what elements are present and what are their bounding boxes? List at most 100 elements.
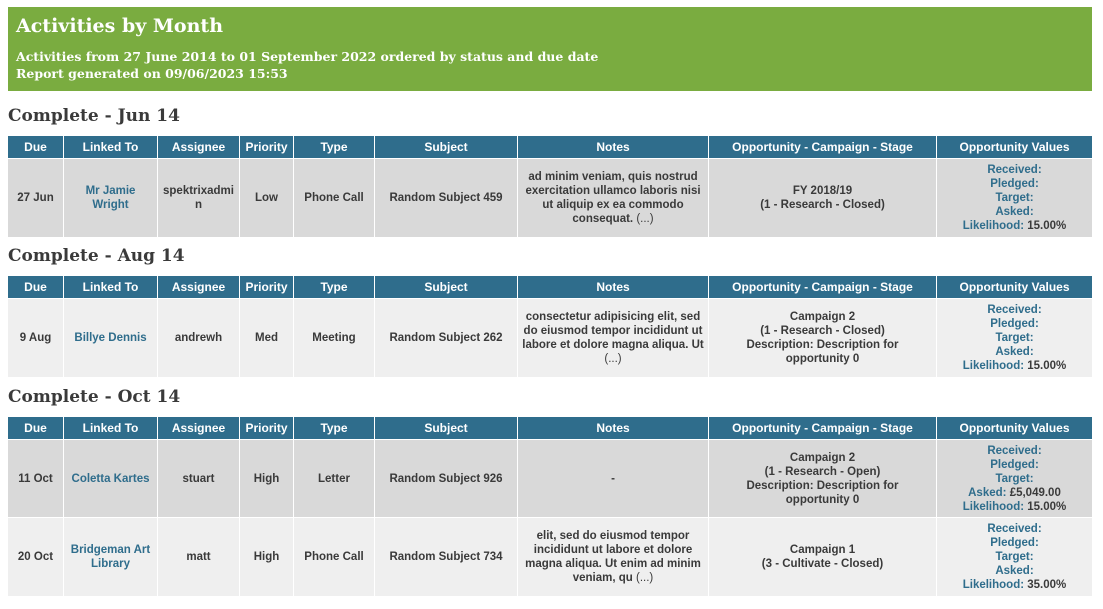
type-cell: Meeting bbox=[293, 298, 374, 377]
notes-more-link[interactable]: (...) bbox=[604, 353, 622, 365]
notes-text: - bbox=[611, 472, 615, 485]
col-opportunity: Opportunity - Campaign - Stage bbox=[708, 136, 936, 158]
target-value: Target: bbox=[995, 472, 1034, 485]
due-cell: 20 Oct bbox=[8, 517, 63, 596]
report-subtitle: Activities from 27 June 2014 to 01 Septe… bbox=[16, 48, 1092, 82]
notes-more-link[interactable]: (...) bbox=[636, 213, 654, 225]
priority-cell: High bbox=[239, 439, 293, 517]
linked-to-link[interactable]: Coletta Kartes bbox=[71, 472, 150, 485]
notes-text: ad minim veniam, quis nostrud exercitati… bbox=[525, 171, 701, 225]
section-title: Complete - Oct 14 bbox=[8, 387, 181, 407]
linked-to-link[interactable]: Mr Jamie Wright bbox=[85, 185, 136, 211]
asked-value: Asked: bbox=[995, 206, 1034, 218]
report-date-range: Activities from 27 June 2014 to 01 Septe… bbox=[16, 49, 599, 64]
notes-text: elit, sed do eiusmod tempor incididunt u… bbox=[525, 530, 701, 584]
col-due: Due bbox=[8, 136, 63, 158]
col-opportunity: Opportunity - Campaign - Stage bbox=[708, 417, 936, 439]
notes-cell: ad minim veniam, quis nostrud exercitati… bbox=[517, 158, 708, 237]
target-value: Target: bbox=[995, 192, 1034, 204]
opportunity-description: Description: Description for opportunity… bbox=[746, 339, 899, 365]
col-linked-to: Linked To bbox=[63, 276, 157, 298]
target-value: Target: bbox=[995, 551, 1034, 563]
opportunity-cell: FY 2018/19 (1 - Research - Closed) bbox=[708, 158, 936, 237]
table-header-row: Due Linked To Assignee Priority Type Sub… bbox=[8, 276, 1092, 298]
notes-cell: elit, sed do eiusmod tempor incididunt u… bbox=[517, 517, 708, 596]
col-opportunity-values: Opportunity Values bbox=[936, 417, 1092, 439]
opportunity-name: Campaign 1 bbox=[789, 544, 856, 556]
received-value: Received: bbox=[987, 304, 1042, 316]
opportunity-stage: (1 - Research - Open) bbox=[764, 465, 881, 478]
type-cell: Letter bbox=[293, 439, 374, 517]
linked-to-link[interactable]: Billye Dennis bbox=[74, 332, 147, 344]
asked-value: Asked: bbox=[995, 565, 1034, 577]
opportunity-name: Campaign 2 bbox=[789, 451, 856, 464]
table-header-row: Due Linked To Assignee Priority Type Sub… bbox=[8, 136, 1092, 158]
notes-cell: consectetur adipisicing elit, sed do eiu… bbox=[517, 298, 708, 377]
col-type: Type bbox=[293, 136, 374, 158]
received-value: Received: bbox=[987, 444, 1042, 457]
opportunity-values-cell: Received: Pledged: Target: Asked: £5,049… bbox=[936, 439, 1092, 517]
due-cell: 11 Oct bbox=[8, 439, 63, 517]
col-assignee: Assignee bbox=[157, 276, 239, 298]
table-row: 27 Jun Mr Jamie Wright spektrixadmin Low… bbox=[8, 158, 1092, 237]
target-value: Target: bbox=[995, 332, 1034, 344]
linked-to-cell: Mr Jamie Wright bbox=[63, 158, 157, 237]
assignee-cell: andrewh bbox=[157, 298, 239, 377]
activities-table: Due Linked To Assignee Priority Type Sub… bbox=[8, 417, 1092, 596]
report-generated: Report generated on 09/06/2023 15:53 bbox=[16, 66, 288, 81]
pledged-value: Pledged: bbox=[990, 458, 1039, 471]
opportunity-cell: Campaign 2 (1 - Research - Open) Descrip… bbox=[708, 439, 936, 517]
col-notes: Notes bbox=[517, 276, 708, 298]
table-row: 20 Oct Bridgeman Art Library matt High P… bbox=[8, 517, 1092, 596]
section-title: Complete - Aug 14 bbox=[8, 246, 185, 266]
col-priority: Priority bbox=[239, 417, 293, 439]
col-type: Type bbox=[293, 276, 374, 298]
assignee-cell: matt bbox=[157, 517, 239, 596]
opportunity-values-cell: Received: Pledged: Target: Asked: Likeli… bbox=[936, 298, 1092, 377]
likelihood-value: Likelihood: 35.00% bbox=[962, 579, 1067, 591]
col-linked-to: Linked To bbox=[63, 417, 157, 439]
opportunity-name: Campaign 2 bbox=[789, 311, 856, 323]
pledged-value: Pledged: bbox=[990, 537, 1039, 549]
report-title: Activities by Month bbox=[16, 15, 224, 37]
subject-cell: Random Subject 459 bbox=[374, 158, 517, 237]
priority-cell: Low bbox=[239, 158, 293, 237]
col-assignee: Assignee bbox=[157, 417, 239, 439]
col-due: Due bbox=[8, 417, 63, 439]
likelihood-value: Likelihood: 15.00% bbox=[962, 360, 1067, 372]
asked-value: Asked: bbox=[995, 346, 1034, 358]
due-cell: 27 Jun bbox=[8, 158, 63, 237]
pledged-value: Pledged: bbox=[990, 178, 1039, 190]
opportunity-stage: (1 - Research - Closed) bbox=[760, 325, 885, 337]
type-cell: Phone Call bbox=[293, 158, 374, 237]
opportunity-cell: Campaign 2 (1 - Research - Closed) Descr… bbox=[708, 298, 936, 377]
opportunity-values-cell: Received: Pledged: Target: Asked: Likeli… bbox=[936, 517, 1092, 596]
col-priority: Priority bbox=[239, 276, 293, 298]
table-row: 11 Oct Coletta Kartes stuart High Letter… bbox=[8, 439, 1092, 517]
table-header-row: Due Linked To Assignee Priority Type Sub… bbox=[8, 417, 1092, 439]
received-value: Received: bbox=[987, 164, 1042, 176]
linked-to-cell: Coletta Kartes bbox=[63, 439, 157, 517]
type-cell: Phone Call bbox=[293, 517, 374, 596]
pledged-value: Pledged: bbox=[990, 318, 1039, 330]
received-value: Received: bbox=[987, 523, 1042, 535]
opportunity-values-cell: Received: Pledged: Target: Asked: Likeli… bbox=[936, 158, 1092, 237]
opportunity-description: Description: Description for opportunity… bbox=[746, 479, 899, 506]
table-row: 9 Aug Billye Dennis andrewh Med Meeting … bbox=[8, 298, 1092, 377]
section-title: Complete - Jun 14 bbox=[8, 106, 180, 126]
notes-more-link[interactable]: (...) bbox=[636, 572, 654, 584]
notes-cell: - bbox=[517, 439, 708, 517]
opportunity-cell: Campaign 1 (3 - Cultivate - Closed) bbox=[708, 517, 936, 596]
col-notes: Notes bbox=[517, 417, 708, 439]
notes-text: consectetur adipisicing elit, sed do eiu… bbox=[522, 311, 704, 351]
col-subject: Subject bbox=[374, 136, 517, 158]
activities-table: Due Linked To Assignee Priority Type Sub… bbox=[8, 276, 1092, 377]
report-header: Activities by Month Activities from 27 J… bbox=[8, 7, 1092, 91]
linked-to-link[interactable]: Bridgeman Art Library bbox=[70, 544, 151, 570]
col-subject: Subject bbox=[374, 276, 517, 298]
likelihood-value: Likelihood: 15.00% bbox=[962, 220, 1067, 232]
assignee-cell: stuart bbox=[157, 439, 239, 517]
col-due: Due bbox=[8, 276, 63, 298]
opportunity-stage: (3 - Cultivate - Closed) bbox=[761, 558, 884, 570]
opportunity-name: FY 2018/19 bbox=[792, 185, 853, 197]
